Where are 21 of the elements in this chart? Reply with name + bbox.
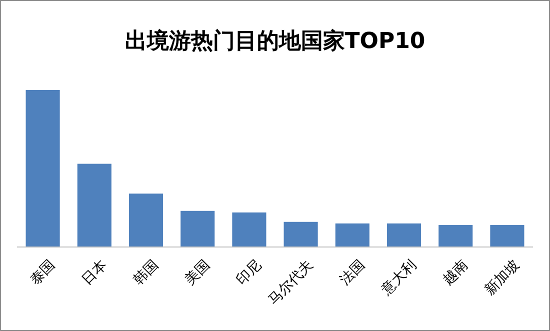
bar <box>386 223 422 247</box>
x-tick-label: 美国 <box>182 257 214 288</box>
bar <box>128 194 164 247</box>
bar <box>180 210 215 247</box>
bar <box>77 164 112 247</box>
x-tick-label: 日本 <box>78 257 110 288</box>
x-tick-label: 新加坡 <box>482 257 523 298</box>
x-tick-label: 法国 <box>336 257 368 288</box>
bar <box>26 90 60 247</box>
x-tick-label: 越南 <box>440 257 472 288</box>
bar <box>490 225 524 247</box>
bar <box>232 212 266 247</box>
x-tick-label: 泰国 <box>27 257 58 288</box>
x-tick-label: 意大利 <box>378 257 420 300</box>
x-tick-label: 马尔代夫 <box>266 257 316 308</box>
x-tick-label: 印尼 <box>234 257 265 288</box>
bar <box>335 223 370 247</box>
chart-title: 出境游热门目的地国家TOP10 <box>124 28 426 54</box>
x-tick-label: 韩国 <box>130 257 162 288</box>
bar <box>284 222 318 247</box>
bar <box>438 225 473 247</box>
